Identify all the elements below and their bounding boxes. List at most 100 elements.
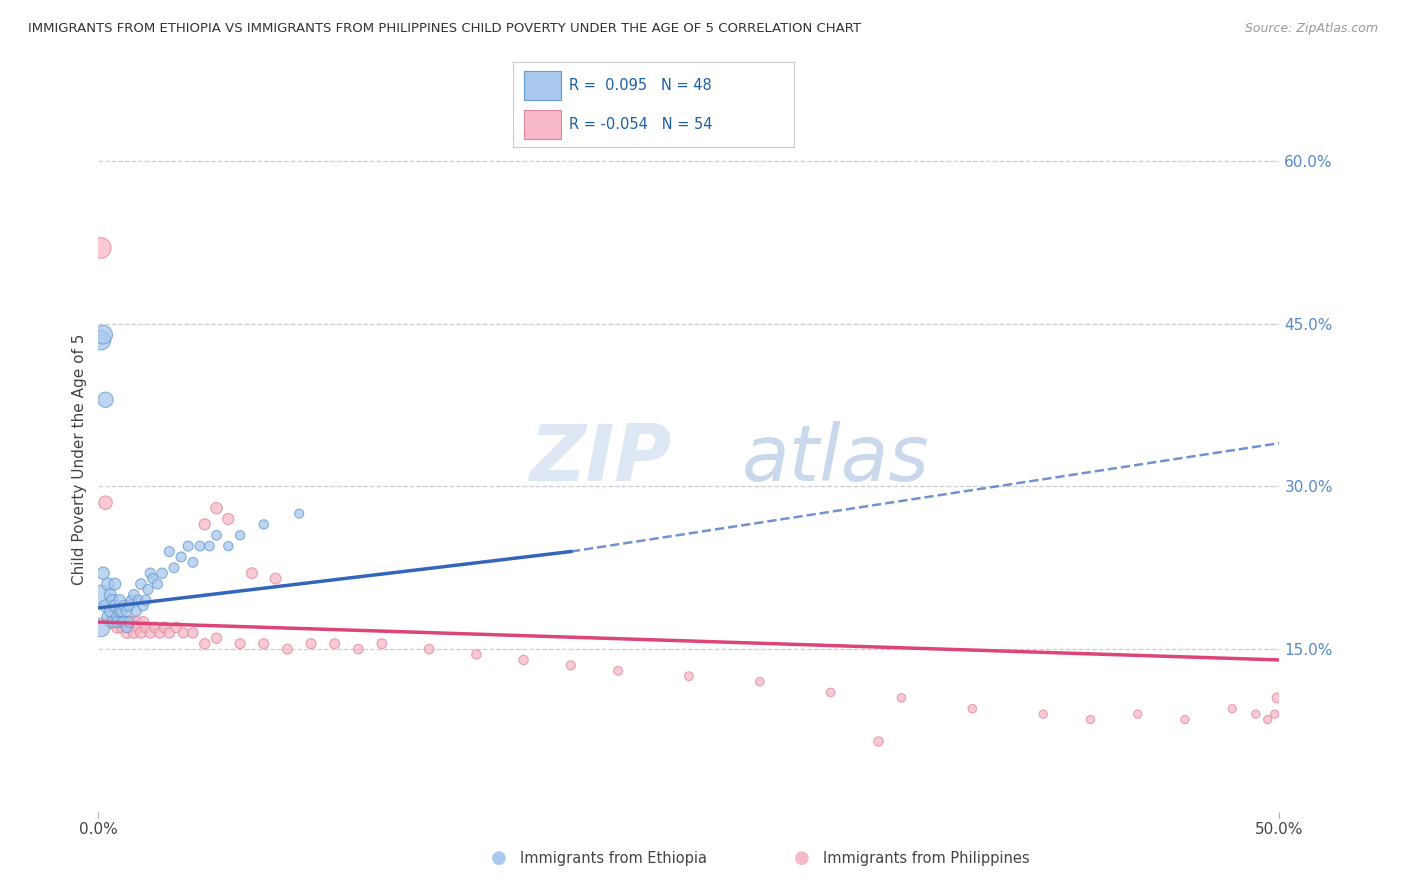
Point (115, 604, 138, 618)
Text: ●: ● (491, 849, 508, 867)
Point (240, 566, 263, 581)
Text: Source: ZipAtlas.com: Source: ZipAtlas.com (1244, 22, 1378, 36)
Point (112, 599, 135, 613)
Point (1174, 713, 1197, 727)
Point (139, 566, 162, 581)
FancyBboxPatch shape (524, 110, 561, 139)
Point (323, 637, 346, 651)
Point (125, 604, 148, 618)
Point (512, 653, 534, 667)
Point (962, 702, 984, 716)
Point (820, 685, 842, 699)
Point (1032, 707, 1054, 722)
Point (90, 588, 112, 602)
Point (253, 637, 276, 651)
Point (97, 609, 120, 624)
Text: Immigrants from Philippines: Immigrants from Philippines (823, 851, 1029, 865)
Point (229, 637, 252, 651)
Text: IMMIGRANTS FROM ETHIOPIA VS IMMIGRANTS FROM PHILIPPINES CHILD POVERTY UNDER THE : IMMIGRANTS FROM ETHIOPIA VS IMMIGRANTS F… (28, 22, 860, 36)
Point (108, 593, 131, 607)
Point (347, 642, 370, 657)
Point (194, 637, 217, 651)
Point (118, 599, 141, 613)
Point (91, 327, 114, 342)
Point (104, 599, 127, 613)
Point (1257, 713, 1279, 727)
Point (129, 625, 152, 640)
Point (132, 615, 155, 629)
Point (129, 577, 152, 591)
Point (1264, 707, 1286, 722)
Point (142, 572, 165, 586)
Point (115, 620, 138, 634)
Point (90, 620, 112, 634)
Point (866, 734, 889, 748)
Text: atlas: atlas (742, 421, 929, 498)
Point (111, 615, 134, 629)
Point (135, 620, 157, 634)
Y-axis label: Child Poverty Under the Age of 5: Child Poverty Under the Age of 5 (72, 334, 87, 585)
Point (101, 609, 124, 624)
Point (97, 577, 120, 591)
Point (150, 566, 173, 581)
Text: ZIP: ZIP (530, 421, 672, 498)
Point (101, 615, 124, 629)
Point (128, 593, 150, 607)
Point (288, 507, 311, 521)
Point (217, 512, 239, 526)
Point (136, 582, 159, 597)
Point (157, 625, 180, 640)
Point (465, 648, 488, 662)
Text: R =  0.095   N = 48: R = 0.095 N = 48 (569, 78, 713, 93)
Point (105, 609, 128, 624)
Point (748, 674, 770, 689)
Point (90, 333, 112, 347)
Point (198, 539, 221, 553)
Point (112, 615, 135, 629)
Point (111, 604, 134, 618)
Point (1265, 690, 1288, 705)
Point (91, 566, 114, 581)
Point (146, 577, 169, 591)
Point (607, 664, 630, 678)
Point (98, 588, 121, 602)
Point (132, 599, 155, 613)
Point (139, 625, 162, 640)
Point (108, 615, 131, 629)
Point (205, 528, 228, 542)
Point (1126, 707, 1149, 722)
Point (121, 593, 143, 607)
Point (101, 593, 124, 607)
Point (217, 539, 239, 553)
Point (890, 690, 912, 705)
Point (104, 615, 127, 629)
Point (108, 604, 131, 618)
Point (143, 620, 166, 634)
Point (135, 593, 157, 607)
Point (1220, 702, 1243, 716)
Point (181, 555, 204, 569)
Point (105, 620, 128, 634)
Text: ●: ● (793, 849, 810, 867)
Point (118, 615, 141, 629)
Point (122, 625, 145, 640)
Point (1244, 707, 1267, 722)
Point (560, 658, 582, 673)
Point (229, 528, 252, 542)
Point (188, 539, 211, 553)
Point (94, 496, 117, 510)
Point (98, 604, 121, 618)
Point (94, 599, 117, 613)
Point (181, 625, 204, 640)
Point (125, 615, 148, 629)
Point (264, 572, 287, 586)
Point (205, 632, 228, 646)
Point (128, 620, 150, 634)
Point (122, 588, 145, 602)
Point (149, 625, 172, 640)
Point (105, 615, 128, 629)
Point (112, 615, 135, 629)
Point (205, 501, 228, 516)
Point (678, 669, 700, 683)
Point (163, 561, 186, 575)
